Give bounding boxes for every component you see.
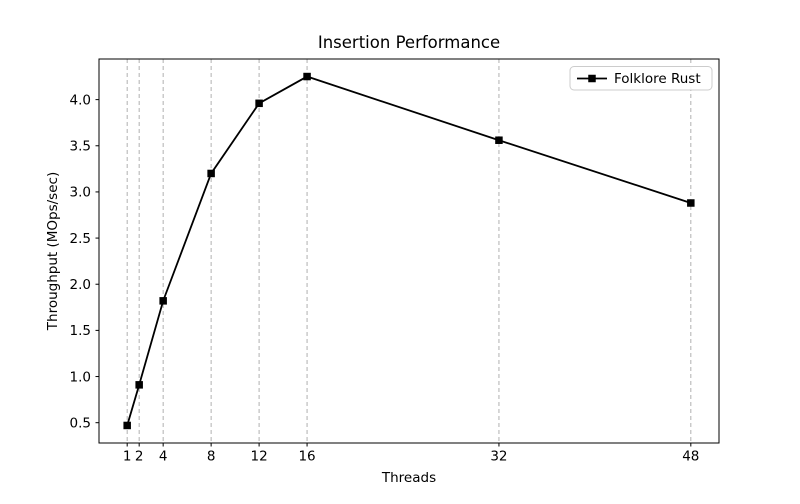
data-point-marker bbox=[159, 297, 167, 305]
data-point-marker bbox=[123, 421, 131, 430]
legend-box bbox=[569, 66, 713, 91]
x-axis-label: Threads bbox=[381, 470, 436, 486]
y-tick-label: 2.0 bbox=[70, 277, 91, 293]
data-point-marker bbox=[207, 169, 215, 178]
x-tick-label: 1 bbox=[123, 449, 132, 465]
chart-title: Insertion Performance bbox=[318, 33, 500, 52]
x-tick-label: 16 bbox=[298, 449, 315, 465]
x-tick-label: 48 bbox=[682, 449, 699, 465]
legend-marker-square bbox=[588, 74, 596, 83]
x-tick-label: 8 bbox=[207, 449, 216, 465]
legend-label: Folklore Rust bbox=[614, 71, 701, 87]
legend: Folklore Rust bbox=[569, 66, 713, 91]
y-tick-label: 3.5 bbox=[70, 139, 91, 155]
x-tick-label: 2 bbox=[135, 449, 144, 465]
x-tick-label: 32 bbox=[490, 449, 507, 465]
ticks-group: 1 2 4 8 12 16 32 480.51.01.52.02.53.03.54.0 bbox=[70, 92, 700, 464]
series-line-folklore-rust bbox=[126, 75, 692, 426]
y-tick-label: 1.0 bbox=[70, 369, 91, 385]
plot-frame bbox=[98, 58, 720, 444]
data-point-marker bbox=[135, 381, 143, 389]
data-point-marker bbox=[687, 199, 695, 207]
y-tick-label: 0.5 bbox=[70, 415, 91, 431]
x-tick-label: 12 bbox=[251, 449, 268, 465]
data-point-marker bbox=[303, 72, 311, 81]
data-point-marker bbox=[255, 99, 263, 108]
y-tick-label: 3.0 bbox=[70, 185, 91, 201]
data-point-marker bbox=[495, 136, 503, 144]
x-tick-label: 4 bbox=[159, 449, 168, 465]
gridlines-group bbox=[126, 59, 692, 443]
y-axis-label: Throughput (MOps/sec) bbox=[45, 172, 61, 331]
y-tick-label: 2.5 bbox=[70, 231, 91, 247]
series-group bbox=[123, 72, 695, 430]
y-tick-label: 1.5 bbox=[70, 323, 91, 339]
y-tick-label: 4.0 bbox=[70, 92, 91, 108]
